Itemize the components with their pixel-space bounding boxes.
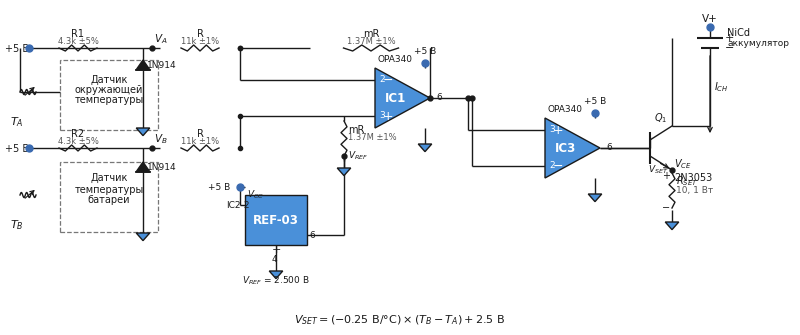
Text: mR: mR [363,29,379,39]
Text: 10, 1 Вт: 10, 1 Вт [676,187,714,196]
Text: температуры: температуры [74,95,144,105]
Polygon shape [136,60,150,70]
Text: 3: 3 [549,126,554,134]
Polygon shape [136,233,150,241]
Text: OPA340: OPA340 [378,56,413,65]
Text: 4: 4 [422,118,428,127]
Text: IC1: IC1 [384,91,406,105]
Text: $V_A$: $V_A$ [154,32,167,46]
Text: 1N914: 1N914 [147,162,177,172]
Text: +5 В: +5 В [5,44,29,54]
Text: $V_{REF}$ = 2.500 В: $V_{REF}$ = 2.500 В [242,275,310,287]
Text: 2: 2 [379,75,385,84]
Text: 3: 3 [379,112,385,121]
Text: +5 В: +5 В [414,47,436,56]
Text: R: R [197,129,203,139]
Text: OPA340: OPA340 [547,106,582,115]
Text: NiCd: NiCd [727,28,750,38]
Text: $T_B$: $T_B$ [10,218,24,232]
Text: +: + [553,124,564,136]
Text: +: + [662,171,670,181]
Text: 7: 7 [592,120,598,129]
Polygon shape [666,222,678,230]
Polygon shape [418,144,432,152]
Polygon shape [270,271,282,279]
Text: 11k ±1%: 11k ±1% [181,136,219,145]
Text: R: R [197,29,203,39]
Text: +5 В: +5 В [208,183,230,192]
Text: R1: R1 [71,29,85,39]
Text: $I_{CH}$: $I_{CH}$ [714,80,729,94]
Text: 4.3k ±5%: 4.3k ±5% [58,136,98,145]
Text: +: + [383,110,394,123]
Text: +: + [725,33,734,43]
Polygon shape [338,168,350,176]
Text: 4.3k ±5%: 4.3k ±5% [58,37,98,46]
Text: окружающей: окружающей [75,85,143,95]
Text: 1N914: 1N914 [147,61,177,69]
Text: +: + [271,245,281,255]
Text: $R_{SET}$: $R_{SET}$ [676,174,698,188]
Text: mR: mR [348,125,364,135]
Text: Датчик: Датчик [90,173,128,183]
Text: $T_A$: $T_A$ [10,115,23,129]
Text: REF-03: REF-03 [253,213,299,226]
Text: R2: R2 [71,129,85,139]
Text: 6: 6 [436,93,442,103]
Text: батареи: батареи [88,195,130,205]
Polygon shape [136,162,150,172]
Polygon shape [545,118,600,178]
Polygon shape [136,128,150,136]
Text: 2N3053: 2N3053 [674,173,712,183]
Text: IC3: IC3 [554,141,576,154]
Text: 4: 4 [271,255,277,264]
Text: −: − [725,43,734,53]
Polygon shape [588,194,602,202]
Text: $V_B$: $V_B$ [154,132,168,146]
Text: IC2: IC2 [226,201,241,209]
Text: $V_{REF}$: $V_{REF}$ [348,150,368,162]
Text: −: − [553,159,563,173]
Text: 6: 6 [309,230,314,240]
Text: $V_{SET}$: $V_{SET}$ [647,164,668,176]
Bar [60,60,158,130]
Text: температуры: температуры [74,185,144,195]
Text: +5 В: +5 В [584,96,606,106]
Polygon shape [375,68,430,128]
Text: $Q_1$: $Q_1$ [654,111,667,125]
Bar [245,195,307,245]
Text: V+: V+ [702,14,718,24]
Text: $V_{SET} = (-0.25\ \text{В/°C}) \times (T_B - T_A) + 2.5\ \text{В}$: $V_{SET} = (-0.25\ \text{В/°C}) \times (… [294,313,506,327]
Text: $V_{CC}$: $V_{CC}$ [247,189,264,201]
Text: −: − [383,73,394,86]
Text: Датчик: Датчик [90,75,128,85]
Text: +5 В: +5 В [5,144,29,154]
Text: 7: 7 [422,69,428,78]
Bar [60,162,158,232]
Text: 4: 4 [592,168,598,177]
Text: 6: 6 [606,143,612,152]
Text: аккумулятор: аккумулятор [727,39,789,48]
Text: −: − [662,203,670,213]
Text: $V_{CE}$: $V_{CE}$ [674,157,692,171]
Text: 1.37M ±1%: 1.37M ±1% [346,37,395,46]
Text: 2: 2 [549,161,554,171]
Text: 1.37M ±1%: 1.37M ±1% [348,134,397,142]
Text: 2: 2 [241,201,250,209]
Text: 11k ±1%: 11k ±1% [181,37,219,46]
